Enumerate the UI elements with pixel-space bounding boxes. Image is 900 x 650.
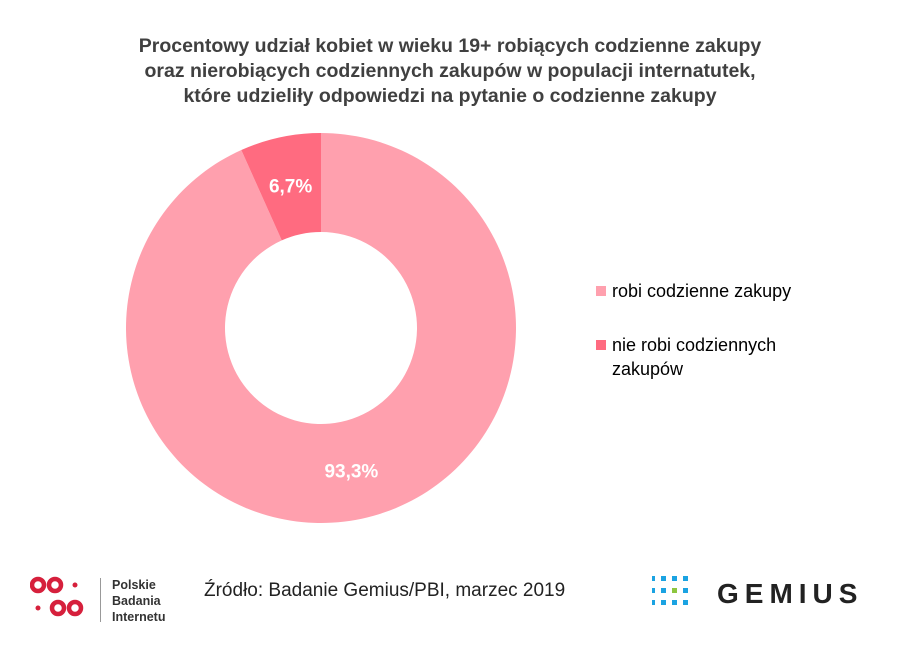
legend-swatch <box>596 340 606 350</box>
logo-dot <box>672 600 677 605</box>
logo-dot <box>672 588 677 593</box>
logo-dot <box>652 600 655 605</box>
legend-item: nie robi codziennych zakupów <box>596 333 842 381</box>
data-label: 93,3% <box>324 461 378 482</box>
pbi-word: Badania <box>112 594 161 608</box>
divider <box>100 578 101 622</box>
logo-dot <box>652 576 655 581</box>
gemius-logo-text: GEMIUS <box>717 578 864 609</box>
logo-dot <box>683 576 688 581</box>
legend-swatch <box>596 286 606 296</box>
logo-dot <box>46 576 64 594</box>
pbi-logo-text: Polskie Badania Internetu <box>112 577 165 625</box>
logo-dot <box>652 588 655 593</box>
logo-dot <box>672 576 677 581</box>
source-text: Źródło: Badanie Gemius/PBI, marzec 2019 <box>204 580 566 601</box>
legend-label: zakupów <box>612 359 684 379</box>
donut-slice <box>126 133 517 523</box>
chart-title: Procentowy udział kobiet w wieku 19+ rob… <box>0 34 900 109</box>
logo-dot <box>72 582 78 588</box>
logo-dot <box>49 599 67 617</box>
logo-dot <box>661 600 666 605</box>
title-line: Procentowy udział kobiet w wieku 19+ rob… <box>138 35 762 57</box>
pbi-word: Polskie <box>112 578 156 592</box>
logo-dot <box>683 588 688 593</box>
donut-slice <box>241 133 321 241</box>
logo-dot <box>661 576 666 581</box>
data-label: 6,7% <box>269 177 312 198</box>
title-line: które udzieliły odpowiedzi na pytanie o … <box>183 85 717 107</box>
logo-dot <box>35 605 41 611</box>
pbi-word: Internetu <box>112 610 166 624</box>
logo-dot <box>30 576 47 594</box>
legend-label: robi codzienne zakupy <box>612 281 792 301</box>
legend-label: nie robi codziennych <box>612 335 777 355</box>
pbi-logo-icon <box>30 576 84 617</box>
title-line: oraz nierobiących codziennych zakupów w … <box>144 60 756 82</box>
logo-dot <box>66 599 84 617</box>
logo-dot <box>661 588 666 593</box>
legend-item: robi codzienne zakupy <box>596 279 842 303</box>
logo-dot <box>683 600 688 605</box>
gemius-dots-icon <box>652 576 688 605</box>
